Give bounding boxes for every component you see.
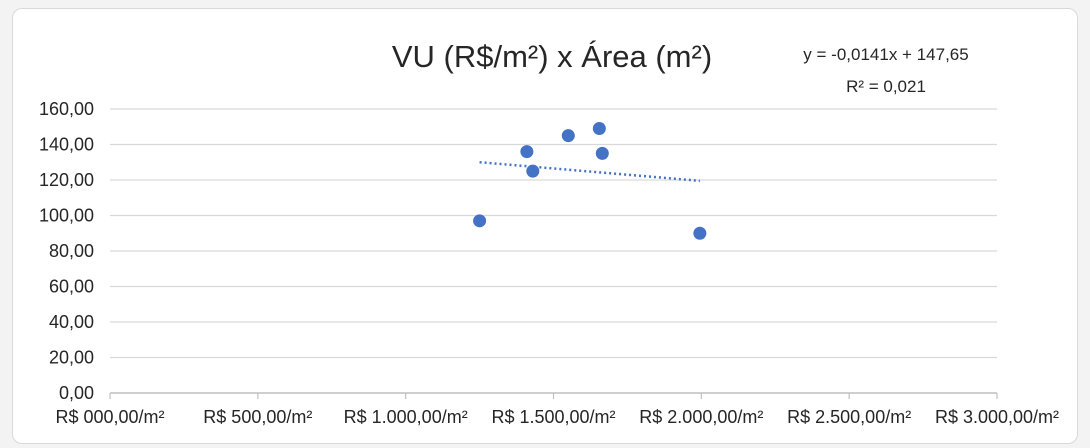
- data-point: [473, 214, 487, 228]
- y-tick-label: 0,00: [59, 383, 94, 403]
- trendline-r2: R² = 0,021: [846, 77, 926, 96]
- y-tick-label: 20,00: [49, 348, 94, 368]
- y-axis-tick-labels: 0,00 20,00 40,00 60,00 80,00 100,00 120,00 140,…: [39, 99, 94, 403]
- x-tick-label: R$ 1.000,00/m²: [344, 407, 468, 427]
- y-tick-label: 120,00: [39, 170, 94, 190]
- data-point: [592, 122, 606, 136]
- data-points: [473, 122, 707, 240]
- gridlines: [109, 108, 998, 399]
- y-tick-label: 100,00: [39, 206, 94, 226]
- chart-title: VU (R$/m²) x Área (m²): [392, 39, 712, 74]
- data-point: [526, 164, 540, 178]
- x-tick-label: R$ 2.500,00/m²: [787, 407, 911, 427]
- data-point: [693, 226, 707, 240]
- trendline-equation: y = -0,0141x + 147,65: [803, 45, 968, 64]
- trendline: [479, 160, 700, 183]
- x-tick-label: R$ 500,00/m²: [203, 407, 312, 427]
- x-axis-tick-labels: R$ 000,00/m² R$ 500,00/m² R$ 1.000,00/m² R$…: [55, 407, 1059, 427]
- data-point: [595, 146, 609, 160]
- y-tick-label: 40,00: [49, 312, 94, 332]
- y-tick-label: 80,00: [49, 241, 94, 261]
- x-tick-label: R$ 3.000,00/m²: [935, 407, 1059, 427]
- y-tick-label: 160,00: [39, 99, 94, 119]
- x-tick-label: R$ 2.000,00/m²: [639, 407, 763, 427]
- x-tick-label: R$ 1.500,00/m²: [491, 407, 615, 427]
- data-point: [561, 129, 575, 143]
- y-tick-label: 60,00: [49, 277, 94, 297]
- chart-frame: [12, 8, 1078, 444]
- x-tick-label: R$ 000,00/m²: [55, 407, 164, 427]
- y-tick-label: 140,00: [39, 135, 94, 155]
- data-point: [520, 145, 534, 159]
